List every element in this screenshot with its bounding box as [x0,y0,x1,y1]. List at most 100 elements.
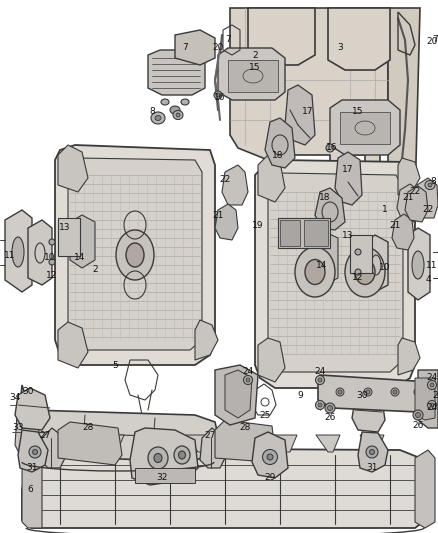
Text: 22: 22 [422,206,434,214]
Ellipse shape [315,400,325,409]
Text: 2: 2 [252,51,258,60]
Text: 11: 11 [426,261,438,270]
Ellipse shape [244,376,252,384]
Text: 26: 26 [324,414,336,423]
Text: 24: 24 [314,367,325,376]
Text: 25: 25 [259,410,271,419]
Polygon shape [40,428,65,468]
Polygon shape [143,435,167,452]
Text: 15: 15 [249,63,261,72]
Polygon shape [248,8,315,65]
Ellipse shape [430,403,434,407]
Polygon shape [388,8,420,205]
Text: 3: 3 [337,44,343,52]
Ellipse shape [393,390,397,394]
Ellipse shape [427,381,437,390]
Text: 20: 20 [212,44,224,52]
Polygon shape [273,435,297,452]
Text: 10: 10 [44,254,56,262]
Polygon shape [175,30,215,65]
Ellipse shape [413,410,423,420]
Polygon shape [58,422,122,465]
Polygon shape [218,48,285,100]
Ellipse shape [181,99,189,105]
Text: 24: 24 [426,403,438,413]
Text: 16: 16 [326,143,338,152]
Ellipse shape [336,388,344,396]
Bar [135,468,195,483]
Text: 12: 12 [352,273,364,282]
Text: 27: 27 [39,431,51,440]
Text: 28: 28 [239,424,251,432]
Text: 7: 7 [182,44,188,52]
Polygon shape [328,8,390,70]
Ellipse shape [414,388,422,396]
Text: 21: 21 [212,211,224,220]
Ellipse shape [425,181,435,190]
Polygon shape [358,432,388,472]
Text: 7: 7 [225,36,231,44]
Polygon shape [28,220,52,285]
Polygon shape [56,435,80,452]
Polygon shape [100,435,124,452]
Ellipse shape [176,113,180,117]
Polygon shape [397,184,420,222]
Text: 7: 7 [432,36,438,44]
Ellipse shape [328,406,332,410]
Polygon shape [15,388,50,430]
Polygon shape [70,215,95,268]
Text: 8: 8 [149,108,155,117]
Ellipse shape [416,390,420,394]
Polygon shape [268,173,403,372]
Ellipse shape [366,390,370,394]
Text: 17: 17 [302,108,314,117]
Polygon shape [398,158,420,195]
Polygon shape [222,165,248,205]
Ellipse shape [155,116,161,120]
Text: 18: 18 [272,150,284,159]
Polygon shape [258,155,285,202]
Text: 26: 26 [412,421,424,430]
Ellipse shape [364,388,372,396]
Ellipse shape [315,376,325,384]
Text: 15: 15 [352,108,364,117]
Text: 21: 21 [389,221,401,230]
Text: 29: 29 [264,473,276,482]
Text: 10: 10 [379,263,391,272]
Ellipse shape [355,269,361,275]
Bar [304,220,328,246]
Polygon shape [68,158,202,350]
Polygon shape [258,338,285,382]
Polygon shape [315,188,345,230]
Polygon shape [318,375,435,412]
Polygon shape [215,420,275,462]
Polygon shape [365,235,388,292]
Ellipse shape [427,400,437,409]
Ellipse shape [345,247,385,297]
Text: 27: 27 [204,431,215,440]
Ellipse shape [267,454,273,460]
Text: 30: 30 [356,391,368,400]
Polygon shape [252,432,288,478]
Polygon shape [315,232,338,285]
Text: 23: 23 [432,391,438,400]
Polygon shape [352,393,385,432]
Ellipse shape [246,378,250,382]
Ellipse shape [412,251,424,279]
Ellipse shape [126,243,144,267]
Ellipse shape [170,106,180,114]
Text: 5: 5 [112,360,118,369]
Text: 14: 14 [74,254,86,262]
Polygon shape [130,428,198,485]
Ellipse shape [49,239,55,245]
Polygon shape [415,450,435,528]
Text: 33: 33 [12,424,24,432]
Polygon shape [215,204,238,240]
Text: 34: 34 [9,393,21,402]
Text: 31: 31 [366,464,378,472]
Polygon shape [360,435,384,452]
Bar [228,60,278,92]
Text: 6: 6 [27,486,33,495]
Text: 14: 14 [316,261,328,270]
Ellipse shape [370,449,374,455]
